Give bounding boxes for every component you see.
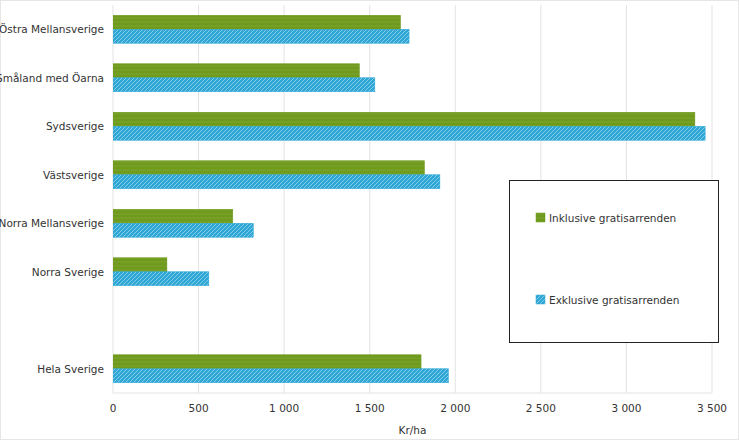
category-label: Norra Mellansverige	[0, 217, 104, 229]
chart: 0 500 1 000 1 500 2 000 2 500 3 000 3 500 Kr/ha Ö…	[0, 0, 739, 440]
bar	[113, 272, 209, 286]
bar	[113, 258, 167, 272]
tick-label: 3 000	[611, 402, 641, 414]
frame	[1, 1, 739, 440]
bar	[113, 369, 448, 383]
grid-line	[455, 5, 456, 393]
bar	[113, 112, 695, 126]
category-label: Östra Mellansverige	[0, 23, 104, 35]
bar	[113, 223, 253, 237]
tick-label: 1 500	[355, 402, 385, 414]
bar	[113, 126, 705, 140]
legend: Inklusive gratisarrenden Exklusive gratis…	[510, 181, 719, 343]
legend-swatch	[536, 213, 545, 222]
bar	[113, 355, 421, 369]
tick-label: 1 000	[269, 402, 299, 414]
legend-label: Exklusive gratisarrenden	[549, 294, 679, 306]
axis-label: Kr/ha	[399, 424, 427, 436]
bar	[113, 29, 409, 43]
bar	[113, 15, 401, 29]
bar	[113, 78, 375, 92]
grid-line	[198, 5, 199, 393]
tick-label: 2 500	[526, 402, 556, 414]
legend-box	[510, 181, 719, 343]
tick-label: 3 500	[697, 402, 727, 414]
bar	[113, 64, 359, 78]
legend-label: Inklusive gratisarrenden	[549, 212, 676, 224]
legend-swatch	[536, 295, 545, 304]
category-label: Sydsverige	[46, 120, 104, 132]
category-label: Norra Sverige	[32, 266, 104, 278]
category-label: Småland med Öarna	[0, 72, 104, 84]
bar	[113, 209, 233, 223]
tick-label: 0	[110, 402, 117, 414]
grid-line	[113, 5, 114, 393]
grid-line	[284, 5, 285, 393]
category-label: Hela Sverige	[37, 363, 104, 375]
category-label: Västsverige	[43, 169, 104, 181]
grid-line	[369, 5, 370, 393]
tick-label: 500	[189, 402, 209, 414]
bar	[113, 161, 424, 175]
tick-label: 2 000	[440, 402, 470, 414]
bar	[113, 175, 440, 189]
axis-line	[113, 393, 712, 394]
